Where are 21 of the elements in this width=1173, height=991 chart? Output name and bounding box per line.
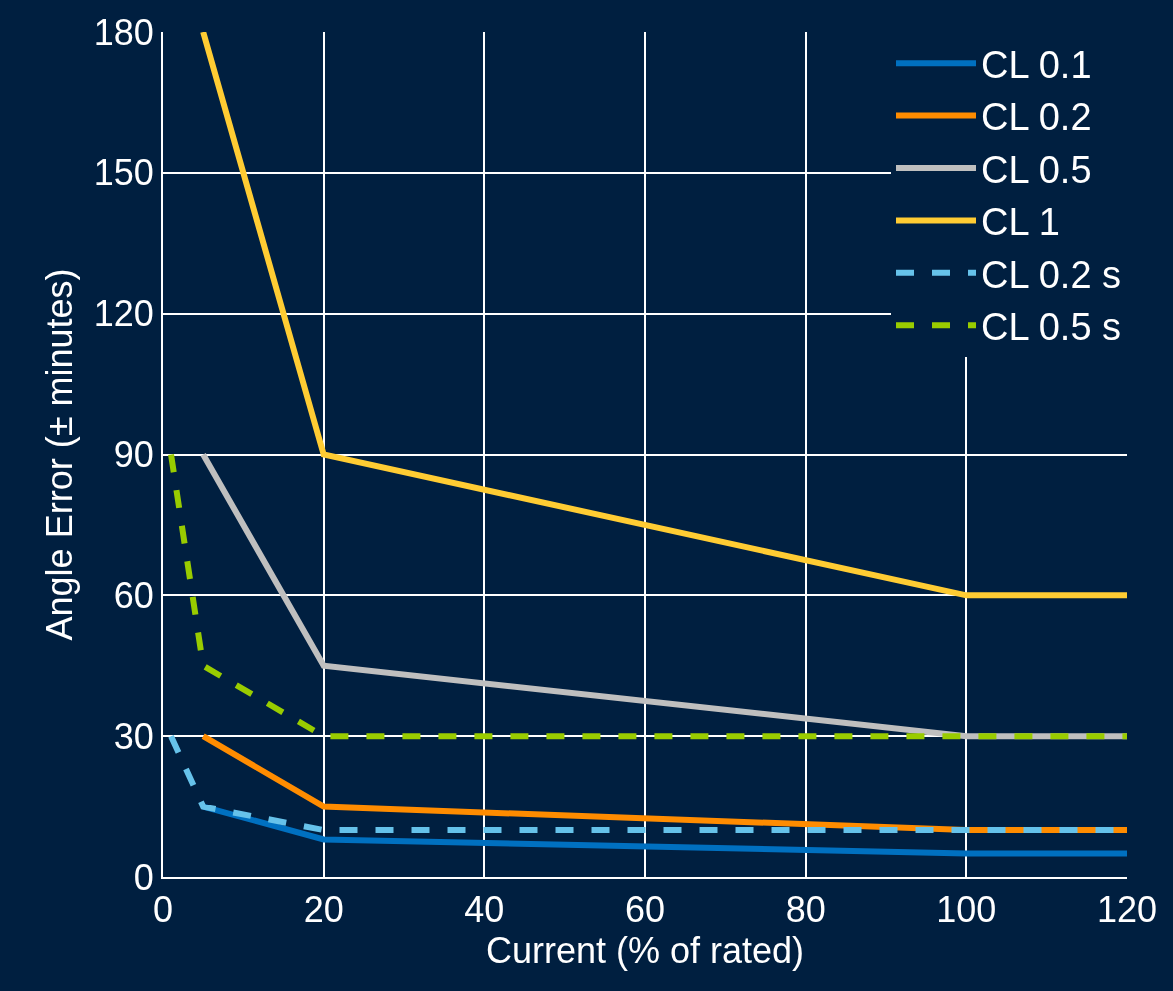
y-tick-label: 120 bbox=[93, 293, 154, 335]
y-tick-label: 60 bbox=[113, 574, 154, 616]
legend-label: CL 0.1 bbox=[981, 44, 1092, 87]
x-tick-label: 40 bbox=[464, 889, 505, 931]
x-tick-label: 80 bbox=[785, 889, 826, 931]
legend-label: CL 0.2 s bbox=[981, 253, 1122, 296]
legend-label: CL 0.2 bbox=[981, 96, 1092, 139]
y-tick-label: 90 bbox=[113, 434, 154, 476]
legend-label: CL 1 bbox=[981, 201, 1060, 244]
y-tick-label: 0 bbox=[133, 856, 154, 898]
y-tick-label: 180 bbox=[93, 11, 154, 53]
y-axis-title: Angle Error (± minutes) bbox=[39, 268, 81, 641]
x-tick-label: 20 bbox=[303, 889, 344, 931]
x-tick-label: 60 bbox=[624, 889, 666, 931]
x-tick-label: 100 bbox=[936, 889, 997, 931]
y-tick-label: 30 bbox=[113, 715, 154, 757]
x-axis-title: Current (% of rated) bbox=[485, 930, 805, 972]
x-tick-label: 120 bbox=[1096, 889, 1158, 931]
y-tick-label: 150 bbox=[93, 152, 154, 194]
legend-label: CL 0.5 s bbox=[981, 306, 1122, 349]
legend-label: CL 0.5 bbox=[981, 148, 1092, 191]
